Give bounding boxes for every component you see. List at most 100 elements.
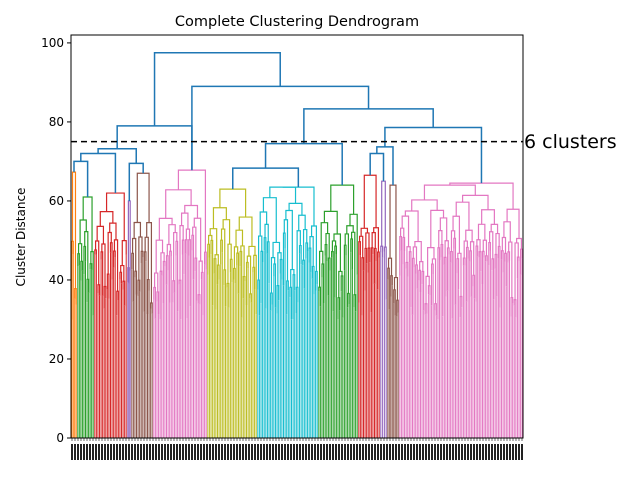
x-leaf-label bbox=[332, 444, 334, 460]
cluster-merge bbox=[381, 180, 386, 248]
x-leaf-label bbox=[416, 444, 418, 460]
x-leaf-label bbox=[176, 444, 178, 460]
cluster-merge bbox=[449, 182, 514, 210]
cluster-leaves bbox=[71, 169, 523, 438]
x-leaf-label bbox=[296, 444, 298, 460]
x-leaf-label bbox=[365, 444, 367, 460]
top-merge-link bbox=[116, 125, 193, 171]
x-leaf-label bbox=[377, 444, 379, 460]
cluster-7 bbox=[207, 188, 257, 438]
x-leaf-label bbox=[383, 444, 385, 460]
cluster-merge bbox=[439, 217, 448, 241]
cluster-merge bbox=[481, 209, 495, 225]
x-leaf-label bbox=[164, 444, 166, 460]
cluster-merge bbox=[288, 202, 303, 216]
x-leaf-label bbox=[278, 444, 280, 460]
x-leaf-label bbox=[521, 444, 523, 460]
cluster-1 bbox=[71, 171, 77, 438]
cluster-merge bbox=[272, 241, 281, 258]
cluster-merge bbox=[411, 199, 438, 211]
cluster-merge bbox=[89, 263, 93, 270]
x-leaf-label bbox=[440, 444, 442, 460]
cluster-merge bbox=[185, 228, 191, 240]
cluster-merge bbox=[399, 227, 405, 238]
y-tick-label: 60 bbox=[49, 194, 64, 208]
x-leaf-label bbox=[344, 444, 346, 460]
cluster-merge bbox=[363, 174, 377, 229]
x-leaf-label bbox=[341, 444, 343, 460]
x-leaf-label bbox=[329, 444, 331, 460]
chart-title: Complete Clustering Dendrogram bbox=[175, 14, 419, 30]
x-leaf-label bbox=[161, 444, 163, 460]
x-leaf-label bbox=[173, 444, 175, 460]
x-leaf-label bbox=[443, 444, 445, 460]
x-leaf-label bbox=[128, 444, 130, 460]
top-merge-link bbox=[232, 167, 300, 190]
x-leaf-label bbox=[422, 444, 424, 460]
cluster-13 bbox=[399, 182, 523, 438]
cluster-merge bbox=[109, 222, 117, 240]
top-merge-link bbox=[303, 108, 434, 144]
cluster-merge bbox=[99, 211, 114, 227]
x-leaf-label bbox=[290, 444, 292, 460]
cluster-merge bbox=[222, 219, 231, 245]
cluster-6 bbox=[153, 169, 207, 438]
x-leaf-label bbox=[188, 444, 190, 460]
x-leaf-label bbox=[122, 444, 124, 460]
top-merge-link bbox=[376, 146, 394, 186]
y-tick-label: 80 bbox=[49, 115, 64, 129]
x-leaf-label bbox=[488, 444, 490, 460]
x-leaf-label bbox=[350, 444, 352, 460]
cluster-merge bbox=[427, 285, 431, 295]
x-leaf-label bbox=[497, 444, 499, 460]
cluster-4 bbox=[127, 200, 131, 438]
x-leaf-label bbox=[518, 444, 520, 460]
top-merge-link bbox=[153, 52, 281, 126]
cluster-merge bbox=[168, 224, 176, 245]
x-leaf-label bbox=[167, 444, 169, 460]
cluster-8 bbox=[257, 186, 318, 438]
x-leaf-label bbox=[368, 444, 370, 460]
x-leaf-label bbox=[251, 444, 253, 460]
x-leaf-label bbox=[158, 444, 160, 460]
cluster-merge bbox=[414, 240, 422, 262]
x-leaf-label bbox=[392, 444, 394, 460]
x-leaf-label bbox=[179, 444, 181, 460]
cluster-merge bbox=[477, 223, 486, 241]
cluster-merge bbox=[424, 303, 428, 315]
x-leaf-label bbox=[461, 444, 463, 460]
cluster-merge bbox=[423, 184, 476, 200]
cluster-merge bbox=[121, 240, 127, 266]
x-leaf-label bbox=[104, 444, 106, 460]
cluster-merge bbox=[165, 189, 192, 219]
x-leaf-label bbox=[266, 444, 268, 460]
cluster-3 bbox=[94, 192, 127, 438]
y-tick-label: 0 bbox=[56, 431, 64, 445]
x-leaf-label bbox=[299, 444, 301, 460]
x-leaf-label bbox=[320, 444, 322, 460]
x-leaf-label bbox=[455, 444, 457, 460]
x-leaf-label bbox=[275, 444, 277, 460]
top-merge-link bbox=[97, 148, 137, 164]
x-leaf-label bbox=[254, 444, 256, 460]
x-leaf-label bbox=[182, 444, 184, 460]
y-tick-label: 40 bbox=[49, 273, 64, 287]
x-leaf-label bbox=[404, 444, 406, 460]
x-leaf-label bbox=[389, 444, 391, 460]
x-leaf-label bbox=[515, 444, 517, 460]
x-leaf-label bbox=[407, 444, 409, 460]
x-leaf-label bbox=[431, 444, 433, 460]
x-leaf-label bbox=[347, 444, 349, 460]
cluster-12 bbox=[387, 184, 399, 438]
x-leaf-label bbox=[107, 444, 109, 460]
x-leaf-label bbox=[224, 444, 226, 460]
x-leaf-label bbox=[410, 444, 412, 460]
x-leaf-label bbox=[428, 444, 430, 460]
cluster-2 bbox=[77, 196, 94, 438]
x-leaf-label bbox=[212, 444, 214, 460]
x-leaf-label bbox=[170, 444, 172, 460]
x-leaf-label bbox=[200, 444, 202, 460]
cluster-merge bbox=[248, 245, 256, 257]
cluster-merge bbox=[419, 261, 424, 272]
